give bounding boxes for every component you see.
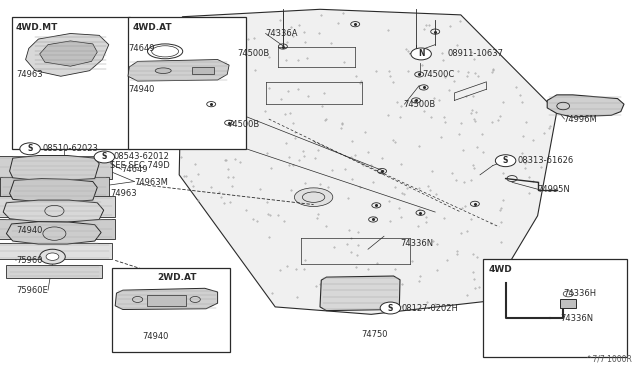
- Bar: [483, 259, 627, 357]
- Polygon shape: [26, 33, 109, 76]
- Text: 74940: 74940: [128, 85, 154, 94]
- Text: 74336N: 74336N: [560, 314, 593, 323]
- Circle shape: [380, 302, 401, 314]
- Polygon shape: [115, 288, 218, 310]
- Text: 75960E: 75960E: [16, 286, 48, 295]
- Text: N: N: [418, 49, 424, 58]
- Bar: [0, 219, 115, 239]
- Text: 74995N: 74995N: [538, 185, 570, 194]
- Text: 74500B: 74500B: [227, 120, 259, 129]
- Text: ^7/7 1000R: ^7/7 1000R: [586, 355, 632, 364]
- Circle shape: [40, 249, 65, 264]
- Circle shape: [411, 48, 431, 60]
- Bar: [0, 196, 115, 217]
- Text: 74649: 74649: [128, 44, 154, 53]
- Text: 4WD.MT: 4WD.MT: [16, 23, 58, 32]
- Text: 74963M: 74963M: [134, 178, 168, 187]
- Text: S: S: [28, 144, 33, 153]
- Bar: [192, 67, 214, 74]
- Text: 75960: 75960: [16, 256, 42, 265]
- Text: 74940: 74940: [16, 226, 42, 235]
- Polygon shape: [10, 179, 97, 202]
- Text: 08911-10637: 08911-10637: [448, 49, 504, 58]
- Polygon shape: [179, 9, 557, 314]
- Text: S: S: [102, 153, 107, 161]
- Bar: [560, 299, 576, 308]
- Text: 08313-61626: 08313-61626: [517, 156, 573, 165]
- Circle shape: [20, 143, 40, 155]
- Text: 74963: 74963: [111, 189, 138, 198]
- Text: 08543-62012: 08543-62012: [114, 153, 170, 161]
- Text: 74336H: 74336H: [563, 289, 596, 298]
- Text: 74649: 74649: [122, 165, 148, 174]
- Text: 74500B: 74500B: [237, 49, 269, 58]
- Text: 74500B: 74500B: [403, 100, 435, 109]
- Text: 74940: 74940: [142, 332, 168, 341]
- Text: 2WD.AT: 2WD.AT: [157, 273, 196, 282]
- Circle shape: [94, 151, 115, 163]
- Ellipse shape: [155, 68, 172, 74]
- Bar: [128, 17, 246, 149]
- Bar: [0, 156, 112, 179]
- Polygon shape: [10, 155, 99, 180]
- Text: 74996M: 74996M: [563, 115, 597, 124]
- Polygon shape: [320, 276, 400, 311]
- Circle shape: [495, 155, 516, 167]
- Text: 74500C: 74500C: [422, 70, 454, 79]
- Polygon shape: [547, 95, 624, 117]
- Polygon shape: [40, 41, 97, 66]
- Text: 08510-62023: 08510-62023: [43, 144, 99, 153]
- Bar: [0, 177, 109, 197]
- Bar: [0, 243, 112, 260]
- Circle shape: [46, 253, 59, 260]
- Text: S: S: [503, 156, 508, 165]
- Text: S: S: [388, 304, 393, 312]
- Polygon shape: [3, 200, 104, 222]
- Text: 74963: 74963: [16, 70, 43, 79]
- Text: SEE SEC.749D: SEE SEC.749D: [110, 161, 170, 170]
- Text: 74336N: 74336N: [400, 239, 433, 248]
- Text: 74336A: 74336A: [266, 29, 298, 38]
- Bar: [112, 268, 230, 352]
- Bar: [12, 17, 130, 149]
- Text: 74750: 74750: [362, 330, 388, 339]
- Text: 4WD.AT: 4WD.AT: [132, 23, 172, 32]
- Polygon shape: [6, 222, 101, 244]
- Bar: [147, 295, 186, 306]
- Polygon shape: [128, 60, 229, 81]
- Text: 4WD: 4WD: [488, 265, 512, 274]
- Text: 08127-0202H: 08127-0202H: [401, 304, 458, 312]
- Ellipse shape: [294, 188, 333, 206]
- Bar: [6, 265, 102, 278]
